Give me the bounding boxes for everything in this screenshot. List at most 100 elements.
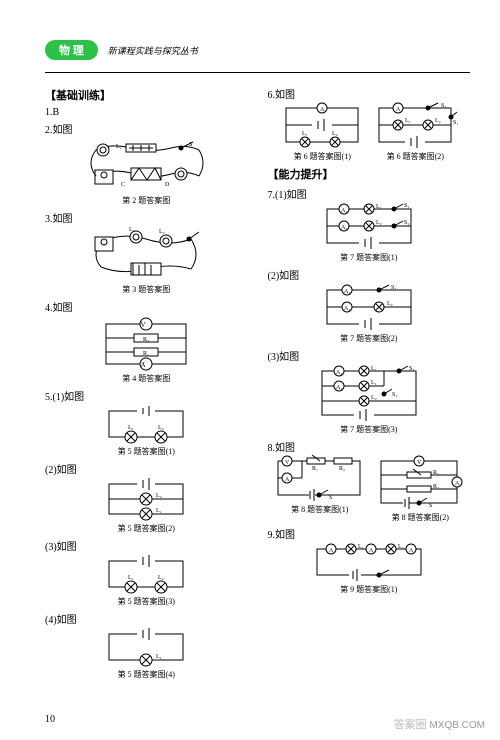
q7-1-label: 7.(1)如图: [268, 186, 471, 201]
q7-2-caption: 第 7 题答案图(2): [268, 333, 471, 344]
svg-text:L₁: L₁: [156, 508, 162, 514]
svg-text:R₂: R₂: [143, 337, 149, 343]
svg-text:R₁: R₁: [143, 351, 149, 357]
svg-text:L₁: L₁: [371, 380, 377, 386]
svg-text:L₁: L₁: [128, 425, 134, 431]
svg-text:S: S: [429, 503, 432, 509]
svg-text:A₂: A₂: [341, 225, 347, 231]
svg-text:D: D: [165, 182, 170, 188]
q2-diagram: L₁ S C D 第 2 题答案图: [45, 138, 248, 206]
svg-text:L₁: L₁: [116, 144, 122, 150]
q5-2-label: (2)如图: [45, 461, 248, 476]
watermark: 答案圈 MXQB.COM: [394, 716, 485, 732]
left-column: 【基础训练】 1.B 2.如图 L₁ S: [45, 83, 248, 684]
q3-diagram: L₁ L₂ 第 3 题答案图: [45, 227, 248, 295]
svg-text:L₂: L₂: [371, 395, 377, 401]
page-number: 10: [45, 714, 55, 725]
q7-3-diagram: A₂ L₁ S₂ A₁ L₁ S₁ L₂ 第 7 题答案图(3): [268, 365, 471, 435]
q6-diagrams: A L₁ L₂ 第 6 题答案图(1): [268, 102, 471, 162]
section-basic: 【基础训练】: [45, 87, 248, 103]
svg-text:L₁: L₁: [129, 227, 135, 233]
q5-3-label: (3)如图: [45, 538, 248, 553]
svg-text:L₂: L₂: [398, 544, 404, 550]
q8-label: 8.如图: [268, 439, 471, 454]
right-column: 6.如图 A L₁ L₂ 第 6 题答: [268, 83, 471, 684]
q6-label: 6.如图: [268, 86, 471, 101]
content-columns: 【基础训练】 1.B 2.如图 L₁ S: [45, 83, 470, 684]
svg-text:S₁: S₁: [453, 120, 458, 126]
section-ability: 【能力提升】: [268, 166, 471, 182]
q5-4-caption: 第 5 题答案图(4): [45, 669, 248, 680]
q6-caption2: 第 6 题答案图(2): [373, 151, 458, 162]
svg-text:L₁: L₁: [376, 204, 382, 210]
q4-label: 4.如图: [45, 299, 248, 314]
svg-text:L₂: L₂: [158, 575, 164, 581]
q8-caption2: 第 8 题答案图(2): [375, 512, 465, 523]
q4-caption: 第 4 题答案图: [45, 373, 248, 384]
svg-text:S₂: S₂: [391, 285, 396, 291]
q6-caption1: 第 6 题答案图(1): [280, 151, 365, 162]
svg-text:L₁: L₁: [371, 366, 377, 372]
subject-badge: 物 理: [45, 40, 98, 60]
svg-text:A₁: A₁: [336, 385, 342, 391]
svg-text:A: A: [396, 107, 401, 113]
svg-text:A₁: A₁: [344, 289, 350, 295]
q3-caption: 第 3 题答案图: [45, 284, 248, 295]
svg-text:A: A: [455, 481, 460, 487]
q7-1-caption: 第 7 题答案图(1): [268, 252, 471, 263]
svg-text:A: A: [141, 361, 146, 369]
svg-text:R₂: R₂: [433, 484, 439, 490]
q7-2-label: (2)如图: [268, 267, 471, 282]
subtitle: 新课程实践与探究丛书: [108, 44, 198, 57]
q5-1-caption: 第 5 题答案图(1): [45, 446, 248, 457]
svg-text:A: A: [409, 548, 414, 554]
svg-text:A₁: A₁: [341, 208, 347, 214]
svg-text:L₂: L₂: [156, 493, 162, 499]
q8-caption1: 第 8 题答案图(1): [272, 504, 367, 515]
svg-text:R₁: R₁: [433, 470, 439, 476]
svg-text:V: V: [285, 460, 290, 466]
svg-text:L₂: L₂: [376, 220, 382, 226]
q5-3-diagram: L₁ L₂ 第 5 题答案图(3): [45, 555, 248, 607]
q7-3-label: (3)如图: [268, 348, 471, 363]
svg-text:R₂: R₂: [339, 466, 345, 472]
q5-1-label: 5.(1)如图: [45, 388, 248, 403]
q9-diagram: A L₁ A L₂ A 第 9 题答案图(1): [268, 543, 471, 595]
watermark-ch: 答案圈: [394, 719, 427, 731]
svg-text:L₂: L₂: [159, 229, 165, 235]
svg-text:L₂: L₂: [158, 425, 164, 431]
svg-text:V: V: [141, 321, 146, 329]
q5-3-caption: 第 5 题答案图(3): [45, 596, 248, 607]
svg-text:L₁: L₁: [128, 575, 134, 581]
svg-text:L₂: L₂: [332, 131, 338, 137]
svg-text:S₂: S₂: [409, 366, 414, 372]
q1: 1.B: [45, 107, 248, 118]
svg-text:S₂: S₂: [441, 103, 446, 109]
svg-text:R₁: R₁: [312, 466, 318, 472]
svg-text:S₂: S₂: [404, 220, 409, 226]
q7-1-diagram: A₁ L₁ S₁ A₂ L₂ S₂ 第 7 题答案图(1): [268, 203, 471, 263]
svg-text:C: C: [121, 182, 125, 188]
q5-4-diagram: L₁ 第 5 题答案图(4): [45, 628, 248, 680]
svg-text:L₁: L₁: [302, 131, 308, 137]
svg-text:A₂: A₂: [344, 306, 350, 312]
q9-label: 9.如图: [268, 526, 471, 541]
svg-text:A: A: [320, 107, 325, 113]
q5-4-label: (4)如图: [45, 611, 248, 626]
q9-caption: 第 9 题答案图(1): [268, 584, 471, 595]
q4-diagram: V R₂ R₁ A 第 4 题答案图: [45, 316, 248, 384]
svg-text:A: A: [369, 548, 374, 554]
q2-label: 2.如图: [45, 121, 248, 136]
svg-text:S: S: [189, 142, 192, 148]
q7-2-diagram: A₁ S₂ A₂ L₂ 第 7 题答案图(2): [268, 284, 471, 344]
svg-text:L₁: L₁: [405, 118, 411, 124]
q5-2-caption: 第 5 题答案图(2): [45, 523, 248, 534]
header-rule: [45, 72, 470, 73]
page-header: 物 理 新课程实践与探究丛书: [45, 40, 470, 60]
svg-text:S₁: S₁: [404, 203, 409, 209]
q3-label: 3.如图: [45, 210, 248, 225]
svg-text:A: A: [285, 477, 290, 483]
q8-diagrams: V R₁ R₂ A S 第 8 题答案图(1): [268, 455, 471, 523]
svg-text:A₂: A₂: [336, 370, 342, 376]
svg-text:V: V: [417, 460, 422, 466]
